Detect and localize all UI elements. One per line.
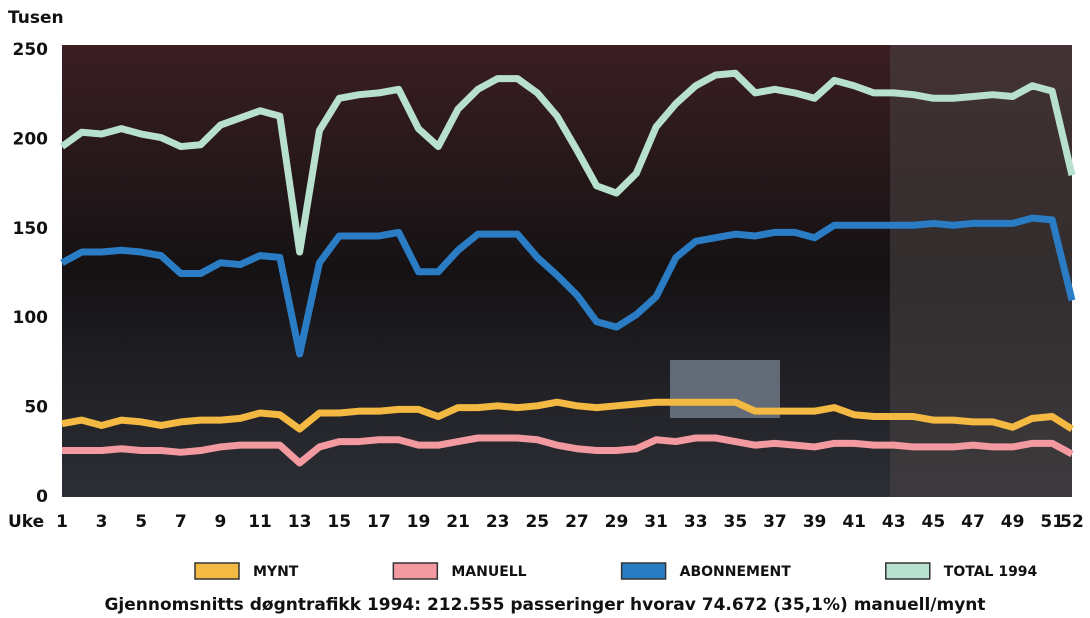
x-tick-label: 7 — [175, 512, 187, 532]
x-tick-label: 47 — [961, 512, 985, 532]
x-tick-label: 33 — [684, 512, 708, 532]
x-tick-label: 19 — [407, 512, 431, 532]
x-tick-label: 27 — [565, 512, 589, 532]
x-tick-label: 9 — [215, 512, 227, 532]
legend-swatch — [885, 562, 931, 580]
x-tick-label: 3 — [96, 512, 108, 532]
series-line — [61, 398, 1074, 433]
legend-swatch — [392, 562, 439, 580]
legend-label: MANUELL — [451, 564, 526, 580]
x-tick-label: 45 — [922, 512, 946, 532]
y-tick-label: 200 — [13, 129, 49, 149]
x-tick-label: 35 — [723, 512, 747, 532]
x-tick-label: 39 — [803, 512, 827, 532]
photo-wall — [890, 45, 1072, 497]
y-tick-label: 150 — [13, 219, 49, 239]
legend-swatch — [620, 562, 667, 580]
y-tick-label: 50 — [24, 398, 48, 418]
x-tick-label: 29 — [605, 512, 629, 532]
series-line — [60, 214, 1076, 358]
series-line — [59, 69, 1076, 256]
x-tick-label: 17 — [367, 512, 391, 532]
series-line — [62, 434, 1074, 467]
x-tick-label: 13 — [288, 512, 312, 532]
x-tick-label: 25 — [525, 512, 549, 532]
x-tick-label: 5 — [135, 512, 147, 532]
x-tick-label: 23 — [486, 512, 510, 532]
x-tick-label: 52 — [1060, 512, 1084, 532]
legend-label: MYNT — [253, 564, 299, 580]
x-tick-label: 51 — [1040, 512, 1064, 532]
x-tick-label: 49 — [1001, 512, 1025, 532]
y-tick-label: 250 — [13, 40, 49, 60]
note: Gjennomsnitts døgntrafikk 1994: 212.555 … — [104, 595, 985, 615]
x-tick-label: 43 — [882, 512, 906, 532]
legend-label: ABONNEMENT — [680, 564, 792, 580]
y-axis-label: Tusen — [8, 8, 64, 28]
x-tick-label: 31 — [644, 512, 668, 532]
x-tick-label: 1 — [56, 512, 68, 532]
y-tick-label: 0 — [36, 487, 48, 507]
legend-swatch — [194, 562, 240, 580]
x-tick-label: 21 — [446, 512, 470, 532]
x-tick-label: 41 — [842, 512, 866, 532]
x-tick-label: 37 — [763, 512, 787, 532]
legend-label: TOTAL 1994 — [944, 564, 1038, 580]
y-tick-label: 100 — [13, 308, 49, 328]
x-axis-label: Uke — [8, 512, 44, 532]
x-tick-label: 11 — [248, 512, 272, 532]
x-tick-label: 15 — [327, 512, 351, 532]
